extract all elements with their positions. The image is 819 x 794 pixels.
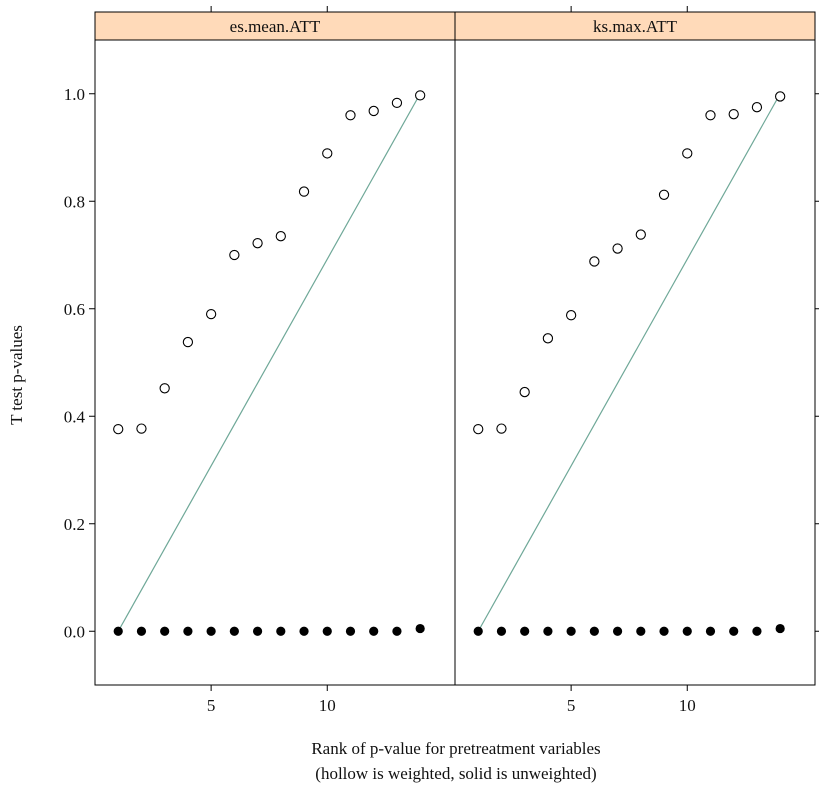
y-axis: 0.0 0.2 0.4 0.6 0.8 1.0	[64, 85, 819, 641]
plot-frame-es-mean-att	[94, 39, 456, 686]
y-axis-title: T test p-values	[7, 325, 26, 425]
point-hollow-es-mean-att-2	[136, 423, 147, 434]
point-hollow-ks-max-att-6	[589, 256, 600, 267]
x-axis: 5 10 5 10	[207, 6, 696, 715]
point-solid-es-mean-att-8	[276, 626, 286, 636]
point-solid-es-mean-att-11	[345, 626, 356, 636]
strip-label-es-mean-att: es.mean.ATT	[230, 17, 321, 36]
point-solid-ks-max-att-2	[496, 626, 507, 636]
point-hollow-es-mean-att-6	[229, 249, 240, 261]
panels: es.mean.ATT ks.max.ATT	[94, 11, 816, 686]
point-hollow-ks-max-att-9	[658, 189, 670, 200]
point-hollow-ks-max-att-5	[565, 310, 577, 321]
point-solid-es-mean-att-6	[229, 626, 239, 636]
point-solid-es-mean-att-3	[160, 626, 170, 636]
point-solid-es-mean-att-7	[252, 626, 263, 636]
point-solid-es-mean-att-1	[113, 626, 123, 636]
point-hollow-es-mean-att-8	[275, 231, 286, 242]
x-tick-label-es-mean-att-10: 10	[319, 696, 336, 715]
strip-ks-max-att	[454, 11, 816, 41]
point-solid-ks-max-att-4	[543, 626, 553, 636]
point-solid-ks-max-att-11	[705, 626, 716, 636]
point-hollow-es-mean-att-12	[368, 105, 379, 117]
point-hollow-es-mean-att-13	[391, 97, 403, 109]
point-solid-es-mean-att-5	[206, 626, 216, 636]
point-solid-ks-max-att-6	[589, 626, 599, 636]
point-solid-ks-max-att-13	[752, 626, 762, 636]
x-axis-title-line2: (hollow is weighted, solid is unweighted…	[315, 764, 596, 783]
point-hollow-es-mean-att-11	[345, 110, 356, 121]
point-solid-es-mean-att-12	[369, 626, 379, 636]
point-solid-ks-max-att-3	[520, 626, 530, 636]
point-hollow-es-mean-att-4	[182, 336, 194, 348]
point-solid-es-mean-att-10	[322, 626, 332, 636]
point-hollow-ks-max-att-11	[705, 110, 716, 121]
point-solid-ks-max-att-7	[612, 626, 623, 636]
point-hollow-ks-max-att-13	[751, 102, 763, 113]
y-tick-label-1-0: 1.0	[64, 85, 85, 104]
x-axis-title-line1: Rank of p-value for pretreatment variabl…	[311, 739, 600, 758]
panel-ks-max-att: ks.max.ATT	[454, 11, 816, 686]
series-hollow-ks-max-att	[473, 91, 786, 435]
y-tick-label-0-8: 0.8	[64, 192, 85, 211]
point-hollow-ks-max-att-2	[496, 423, 507, 434]
y-tick-label-0-6: 0.6	[64, 300, 85, 319]
series-hollow-es-mean-att	[113, 90, 426, 435]
reference-line-ks-max-att	[477, 93, 781, 632]
point-hollow-es-mean-att-1	[113, 423, 124, 435]
y-tick-label-0-4: 0.4	[64, 407, 86, 426]
point-hollow-es-mean-att-3	[159, 383, 170, 394]
reference-line-es-mean-att	[117, 93, 421, 632]
point-solid-es-mean-att-14	[415, 623, 425, 634]
x-tick-label-ks-max-att-5: 5	[567, 696, 576, 715]
point-hollow-ks-max-att-3	[519, 386, 530, 398]
point-solid-ks-max-att-12	[729, 626, 739, 636]
point-solid-es-mean-att-4	[183, 626, 193, 636]
point-hollow-ks-max-att-1	[473, 423, 484, 435]
series-solid-es-mean-att	[113, 623, 425, 636]
point-solid-ks-max-att-9	[659, 626, 669, 636]
panel-es-mean-att: es.mean.ATT	[94, 11, 456, 686]
x-tick-label-es-mean-att-5: 5	[207, 696, 216, 715]
point-solid-es-mean-att-13	[392, 626, 402, 636]
point-hollow-es-mean-att-7	[252, 238, 263, 249]
point-hollow-ks-max-att-14	[775, 91, 786, 102]
point-hollow-es-mean-att-5	[205, 308, 217, 320]
point-solid-es-mean-att-9	[299, 626, 309, 636]
point-solid-es-mean-att-2	[136, 626, 147, 636]
y-tick-label-0-0: 0.0	[64, 622, 85, 641]
point-hollow-es-mean-att-10	[322, 148, 333, 159]
point-solid-ks-max-att-1	[473, 626, 483, 636]
point-solid-ks-max-att-8	[636, 626, 646, 636]
point-solid-ks-max-att-10	[682, 626, 692, 636]
y-tick-label-0-2: 0.2	[64, 515, 85, 534]
point-hollow-ks-max-att-8	[635, 229, 646, 240]
series-solid-ks-max-att	[473, 623, 785, 636]
plot-frame-ks-max-att	[454, 39, 816, 686]
point-hollow-es-mean-att-9	[298, 186, 310, 197]
point-hollow-ks-max-att-7	[612, 243, 623, 254]
point-solid-ks-max-att-14	[775, 623, 785, 634]
point-hollow-ks-max-att-4	[542, 333, 554, 344]
strip-label-ks-max-att: ks.max.ATT	[593, 17, 678, 36]
point-hollow-ks-max-att-12	[728, 109, 739, 120]
x-tick-label-ks-max-att-10: 10	[679, 696, 696, 715]
strip-es-mean-att	[94, 11, 456, 41]
point-hollow-ks-max-att-10	[682, 148, 693, 159]
point-solid-ks-max-att-5	[566, 626, 576, 636]
point-hollow-es-mean-att-14	[415, 90, 426, 101]
